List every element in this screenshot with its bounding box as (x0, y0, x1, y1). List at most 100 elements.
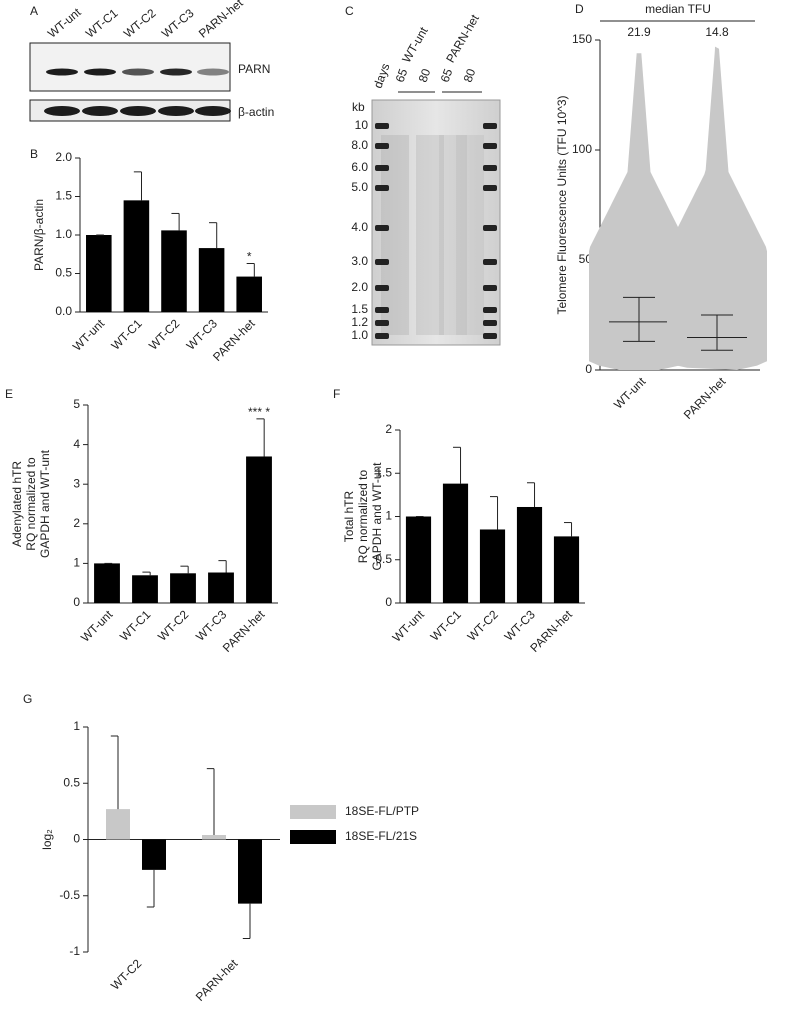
bar (236, 276, 262, 312)
gel-smear (456, 135, 484, 335)
ladder-band (375, 307, 389, 313)
panel-label: G (23, 692, 32, 706)
day-label: 80 (416, 66, 434, 84)
error-bar (218, 560, 227, 573)
y-tick-label: 0.5 (375, 552, 392, 566)
day-label: 65 (393, 66, 411, 84)
error-bar (171, 212, 180, 231)
x-tick-label: PARN-het (681, 374, 729, 422)
legend-label: 18SE-FL/PTP (345, 804, 419, 818)
blot-band (122, 68, 154, 76)
ladder-band (375, 123, 389, 129)
blot-band (158, 106, 194, 116)
ladder-band (375, 259, 389, 265)
ladder-label: 5.0 (351, 180, 368, 194)
bar (479, 529, 506, 603)
y-axis-label: Adenylated hTR (10, 461, 24, 547)
error-bar (209, 222, 218, 249)
panel-label: E (5, 387, 13, 401)
error-bar (489, 496, 499, 530)
bar (170, 573, 196, 603)
error-bar (146, 869, 155, 908)
y-tick-label: 0 (585, 362, 592, 376)
subtitle: median TFU (645, 2, 711, 16)
ladder-band (483, 285, 497, 291)
ladder-band (483, 225, 497, 231)
panel-label: C (345, 4, 354, 18)
x-tick-label: WT-unt (611, 374, 649, 412)
error-bar (133, 171, 143, 201)
ladder-label: 4.0 (351, 220, 368, 234)
y-axis-label: GAPDH and WT-unt (370, 462, 384, 571)
blot-band (197, 68, 229, 76)
error-bar (563, 522, 573, 537)
x-tick-label: WT-C1 (108, 316, 145, 353)
x-tick-label: WT-unt (390, 607, 428, 645)
x-tick-label: WT-C2 (146, 316, 183, 353)
y-tick-label: 4 (73, 437, 80, 451)
gel-image (371, 99, 501, 346)
blot-band (120, 106, 156, 116)
ladder-band (483, 123, 497, 129)
ladder-label: 1.2 (351, 315, 368, 329)
ladder-label: 10 (355, 118, 369, 132)
x-tick-label: PARN-het (193, 956, 241, 1004)
gel-smear (439, 135, 467, 335)
ladder-band (375, 333, 389, 339)
x-tick-label: WT-C1 (428, 607, 465, 644)
blot-band (82, 106, 118, 116)
x-tick-label: WT-unt (70, 316, 108, 354)
y-tick-label: 0 (385, 595, 392, 609)
error-bar (206, 768, 215, 835)
bar (202, 835, 226, 840)
y-tick-label: 100 (572, 142, 592, 156)
y-axis-label: log₂ (40, 829, 54, 850)
lane-label: WT-C1 (83, 6, 121, 41)
bar (208, 572, 234, 603)
bar (132, 575, 158, 603)
blot-band (195, 106, 231, 116)
bar (123, 200, 150, 312)
ladder-band (375, 320, 389, 326)
lane-label: WT-C2 (121, 6, 159, 41)
dot-swarm (589, 53, 689, 370)
ladder-band (483, 143, 497, 149)
x-tick-label: WT-C3 (193, 607, 230, 644)
bar (94, 563, 120, 603)
y-tick-label: 50 (579, 252, 593, 266)
y-tick-label: 1.5 (55, 189, 72, 203)
panel-label: F (333, 387, 340, 401)
y-tick-label: -1 (69, 944, 80, 958)
error-bar (526, 482, 536, 507)
bar (405, 516, 432, 603)
gel-smear (416, 135, 444, 335)
error-bar (242, 903, 251, 939)
error-bar (452, 446, 462, 484)
median-label: 21.9 (627, 25, 651, 39)
day-label: 80 (461, 66, 479, 84)
error-bar (246, 262, 255, 277)
ladder-band (375, 225, 389, 231)
y-tick-label: 150 (572, 32, 592, 46)
x-tick-label: PARN-het (210, 316, 258, 364)
bar (106, 809, 130, 840)
x-tick-label: WT-C2 (155, 607, 192, 644)
panel-label: B (30, 147, 38, 161)
ladder-label: 1.5 (351, 302, 368, 316)
ladder-band (375, 143, 389, 149)
bar (86, 235, 112, 312)
ladder-band (375, 185, 389, 191)
bar (198, 248, 225, 312)
band-label: β-actin (238, 105, 274, 119)
blot-band (84, 68, 116, 76)
band-label: PARN (238, 62, 270, 76)
y-tick-label: 2 (385, 422, 392, 436)
y-axis-label: Telomere Fluorescence Units (TFU 10^3) (555, 95, 569, 314)
y-axis-label: Total hTR (342, 490, 356, 542)
ladder-band (483, 185, 497, 191)
error-bar (142, 571, 151, 576)
bar (553, 536, 580, 603)
error-bar (110, 735, 119, 810)
ladder-label: 3.0 (351, 254, 368, 268)
